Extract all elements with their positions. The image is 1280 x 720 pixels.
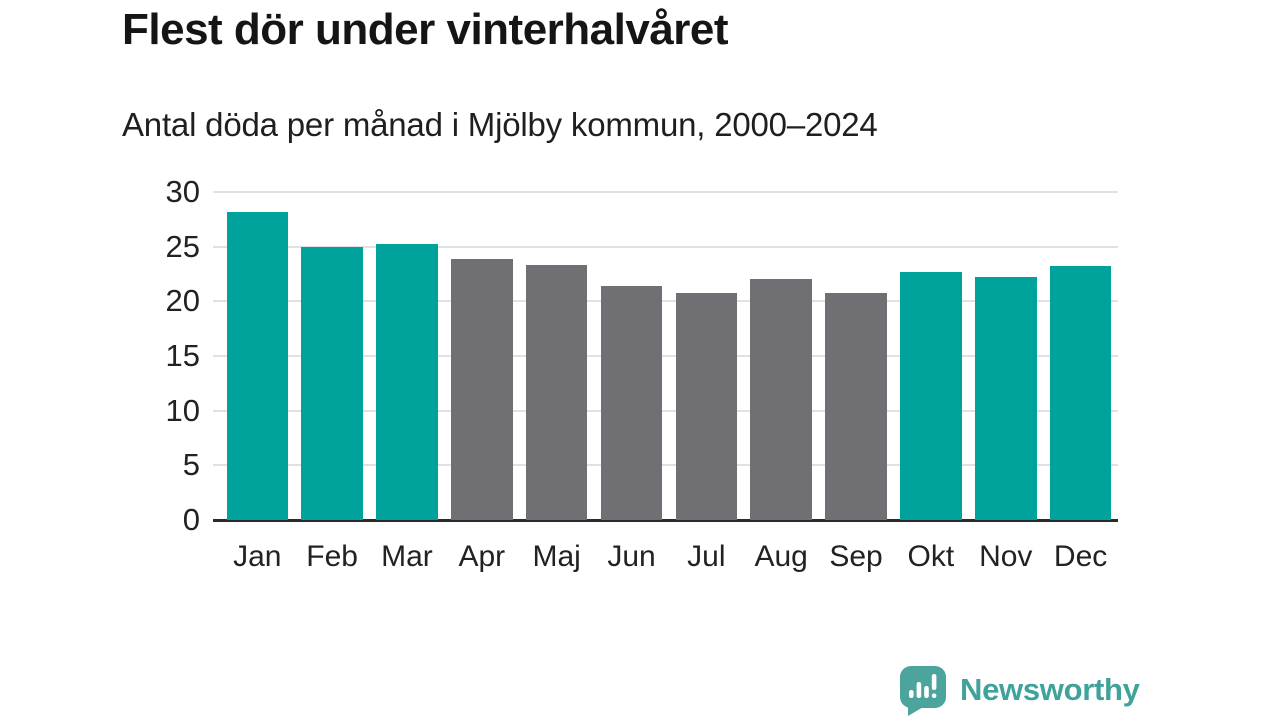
y-tick-label: 15 xyxy=(165,338,200,373)
brand-name: Newsworthy xyxy=(960,672,1140,707)
bar-dec xyxy=(1049,266,1112,520)
x-tick-label: Okt xyxy=(907,540,955,573)
bar-jan xyxy=(226,211,288,520)
bar-apr xyxy=(451,258,513,520)
gridline xyxy=(213,355,1118,357)
x-tick-label: Aug xyxy=(754,540,808,573)
x-tick-label: Feb xyxy=(306,540,358,573)
bar-maj xyxy=(525,265,588,520)
gridline xyxy=(213,409,1118,412)
y-tick-label: 10 xyxy=(165,392,200,428)
x-tick-label: Sep xyxy=(829,540,883,573)
chart-subtitle: Antal döda per månad i Mjölby kommun, 20… xyxy=(122,106,878,143)
gridline xyxy=(213,300,1118,303)
y-tick-label: 20 xyxy=(165,283,200,319)
bar-okt xyxy=(900,271,962,520)
y-tick-label: 30 xyxy=(165,174,200,209)
bar-feb xyxy=(301,246,363,520)
x-axis-line xyxy=(213,518,1118,522)
newsworthy-logo-icon xyxy=(900,665,946,716)
bar-jul xyxy=(675,292,738,520)
logo-bar-chart-glyph xyxy=(909,673,937,698)
y-tick-label: 25 xyxy=(165,228,200,264)
bar-mar xyxy=(376,244,438,520)
brand-footer: Newsworthy xyxy=(898,663,1140,717)
gridline xyxy=(213,464,1118,467)
x-tick-label: Dec xyxy=(1053,540,1108,573)
chart-title: Flest dör under vinterhalvåret xyxy=(122,5,729,54)
x-tick-label: Jun xyxy=(607,540,656,573)
x-tick-label: Nov xyxy=(979,540,1033,573)
y-tick-label: 5 xyxy=(182,447,200,483)
bar-jun xyxy=(600,286,663,520)
x-tick-label: Jan xyxy=(233,540,282,573)
y-tick-label: 0 xyxy=(182,502,200,537)
gridline xyxy=(213,191,1118,193)
bar-aug xyxy=(750,279,812,520)
x-tick-label: Mar xyxy=(381,540,433,573)
x-tick-label: Maj xyxy=(532,540,581,573)
bar-sep xyxy=(825,292,887,520)
x-tick-label: Jul xyxy=(687,540,726,573)
x-tick-label: Apr xyxy=(458,540,506,573)
bar-nov xyxy=(975,277,1037,520)
gridline xyxy=(213,245,1118,248)
